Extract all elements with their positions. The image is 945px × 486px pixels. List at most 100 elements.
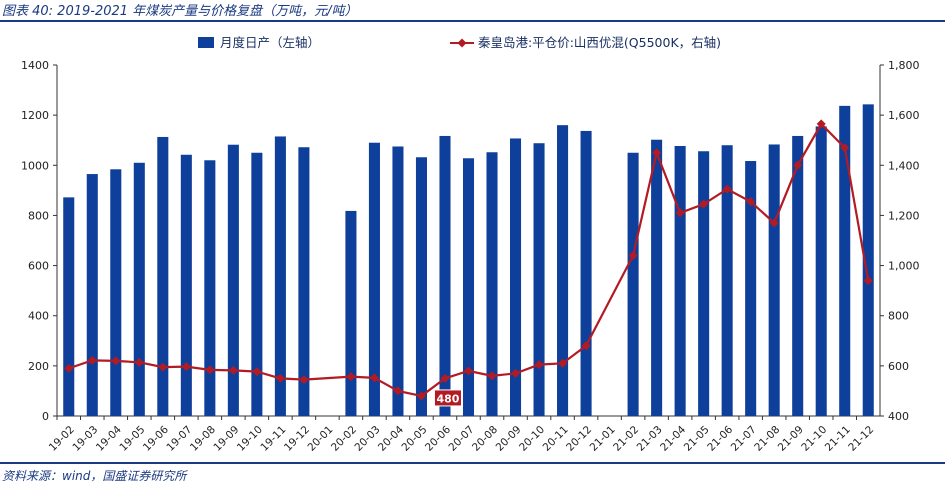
x-tick-label: 20-08 bbox=[470, 424, 500, 454]
x-tick-label: 20-02 bbox=[329, 424, 359, 454]
left-tick-label: 1400 bbox=[21, 59, 49, 72]
price-point-20-09 bbox=[511, 368, 521, 378]
bar-20-12 bbox=[580, 130, 592, 416]
price-point-20-05 bbox=[416, 391, 426, 401]
price-point-20-12 bbox=[581, 341, 591, 351]
legend: 月度日产（左轴） 秦皇岛港:平仓价:山西优混(Q5500K，右轴) bbox=[198, 35, 721, 50]
x-tick-label: 19-03 bbox=[70, 424, 100, 454]
bar-series bbox=[63, 104, 874, 417]
price-point-21-09 bbox=[793, 160, 803, 170]
figure-header: 图表 40: 2019-2021 年煤炭产量与价格复盘（万吨，元/吨） bbox=[0, 0, 945, 22]
x-tick-label: 19-05 bbox=[117, 424, 147, 454]
bar-21-12 bbox=[862, 104, 874, 416]
x-tick-label: 21-12 bbox=[846, 424, 876, 454]
price-point-21-07 bbox=[746, 197, 756, 207]
x-tick-label: 19-10 bbox=[235, 424, 265, 454]
figure-title: 图表 40: 2019-2021 年煤炭产量与价格复盘（万吨，元/吨） bbox=[2, 4, 358, 19]
left-tick-label: 1200 bbox=[21, 109, 49, 122]
left-tick-label: 0 bbox=[42, 410, 49, 423]
bar-21-09 bbox=[792, 135, 804, 416]
x-tick-label: 20-03 bbox=[353, 424, 383, 454]
bar-20-10 bbox=[533, 143, 545, 417]
annotation-box bbox=[433, 389, 462, 407]
bar-21-03 bbox=[651, 139, 663, 416]
bar-21-07 bbox=[745, 161, 757, 416]
bar-21-10 bbox=[815, 126, 827, 417]
left-tick-label: 400 bbox=[28, 310, 49, 323]
x-tick-label: 21-08 bbox=[752, 424, 782, 454]
x-tick-label: 19-07 bbox=[164, 424, 194, 454]
price-point-21-03 bbox=[652, 148, 662, 158]
bar-20-05 bbox=[415, 157, 427, 416]
bar-20-07 bbox=[462, 158, 475, 416]
bar-20-04 bbox=[392, 146, 404, 416]
price-point-20-04 bbox=[393, 386, 403, 396]
bar-21-05 bbox=[698, 151, 710, 416]
price-point-20-02 bbox=[346, 372, 356, 382]
x-tick-label: 19-11 bbox=[258, 424, 288, 454]
right-tick-label: 1,000 bbox=[888, 260, 920, 273]
bar-19-02 bbox=[63, 197, 75, 416]
x-tick-label: 20-05 bbox=[400, 424, 430, 454]
price-point-20-07 bbox=[464, 366, 473, 376]
bar-20-02 bbox=[345, 210, 357, 416]
price-point-20-03 bbox=[369, 373, 379, 383]
x-tick-label: 19-08 bbox=[188, 424, 218, 454]
right-tick-label: 1,200 bbox=[888, 209, 920, 222]
x-tick-label: 20-06 bbox=[423, 423, 453, 453]
x-tick-label: 19-02 bbox=[47, 424, 77, 454]
x-tick-label: 19-04 bbox=[94, 423, 124, 453]
price-point-19-08 bbox=[205, 365, 215, 375]
price-point-19-10 bbox=[252, 367, 262, 377]
x-tick-label: 21-01 bbox=[588, 424, 618, 454]
x-tick-label: 21-03 bbox=[635, 424, 665, 454]
price-point-21-08 bbox=[769, 218, 779, 228]
price-point-19-03 bbox=[87, 355, 97, 365]
x-tick-label: 21-10 bbox=[799, 424, 829, 454]
left-tick-label: 800 bbox=[28, 209, 49, 222]
bar-19-04 bbox=[110, 169, 122, 416]
price-point-21-12 bbox=[863, 276, 873, 286]
left-tick-label: 200 bbox=[28, 360, 49, 373]
x-tick-label: 21-07 bbox=[729, 424, 759, 454]
price-point-20-10 bbox=[534, 360, 544, 370]
price-point-19-12 bbox=[299, 375, 309, 385]
left-tick-label: 600 bbox=[28, 260, 49, 273]
bar-19-03 bbox=[86, 174, 98, 416]
x-tick-label: 20-04 bbox=[376, 423, 406, 453]
price-point-19-07 bbox=[181, 362, 191, 372]
price-point-21-10 bbox=[816, 119, 826, 129]
right-tick-label: 1,800 bbox=[888, 59, 920, 72]
x-tick-label: 21-02 bbox=[611, 424, 641, 454]
x-tick-label: 21-11 bbox=[823, 424, 853, 454]
legend-line-marker bbox=[457, 38, 467, 48]
price-point-19-05 bbox=[134, 357, 144, 367]
x-tick-label: 21-09 bbox=[776, 424, 806, 454]
bar-20-08 bbox=[486, 152, 498, 416]
bar-19-10 bbox=[251, 152, 263, 416]
x-tick-label: 19-12 bbox=[282, 424, 312, 454]
bar-19-11 bbox=[274, 136, 286, 417]
price-point-21-11 bbox=[840, 143, 850, 153]
x-tick-label: 20-01 bbox=[305, 424, 335, 454]
annotation-label: 480 bbox=[436, 392, 459, 405]
bar-19-05 bbox=[133, 162, 145, 416]
price-point-20-11 bbox=[558, 358, 568, 368]
legend-bar-label: 月度日产（左轴） bbox=[220, 35, 320, 50]
legend-line-label: 秦皇岛港:平仓价:山西优混(Q5500K，右轴) bbox=[478, 35, 721, 50]
right-tick-label: 600 bbox=[888, 360, 909, 373]
bar-19-12 bbox=[298, 147, 310, 416]
bar-21-06 bbox=[721, 145, 733, 416]
x-tick-label: 20-11 bbox=[541, 424, 571, 454]
x-tick-label: 20-12 bbox=[564, 424, 594, 454]
bar-20-06 bbox=[439, 135, 451, 416]
price-point-19-04 bbox=[111, 356, 121, 366]
legend-bar-swatch bbox=[198, 37, 214, 48]
left-tick-label: 1000 bbox=[21, 159, 49, 172]
bar-20-09 bbox=[510, 138, 522, 416]
bar-19-06 bbox=[157, 136, 169, 416]
price-point-19-06 bbox=[158, 362, 168, 372]
bar-21-04 bbox=[674, 145, 686, 416]
right-tick-label: 800 bbox=[888, 310, 909, 323]
price-point-21-06 bbox=[722, 184, 732, 194]
